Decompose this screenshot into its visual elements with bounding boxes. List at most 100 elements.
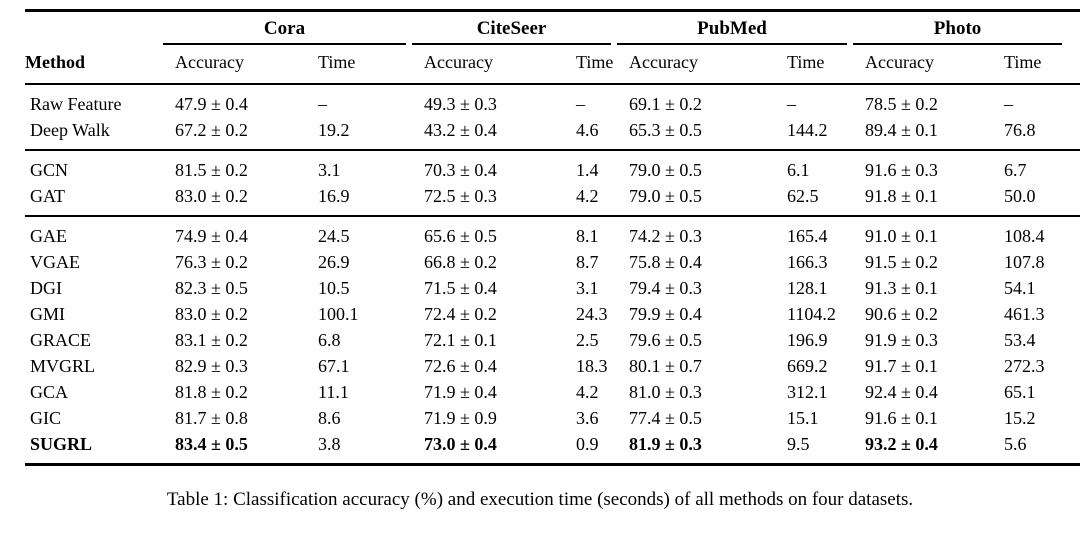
dataset-name: CiteSeer <box>476 18 547 39</box>
accuracy-cell: 91.6 ± 0.3 <box>865 159 938 180</box>
time-cell: 67.1 <box>318 355 350 376</box>
method-cell: Deep Walk <box>30 119 110 140</box>
accuracy-cell: 81.8 ± 0.2 <box>175 381 248 402</box>
time-cell: 196.9 <box>787 329 828 350</box>
dataset-name: PubMed <box>697 18 767 39</box>
accuracy-cell: 91.0 ± 0.1 <box>865 225 938 246</box>
table-row: SUGRL 83.4 ± 0.5 3.8 73.0 ± 0.4 0.9 81.9 ± 0.… <box>25 431 1080 465</box>
time-cell: 2.5 <box>576 329 599 350</box>
accuracy-cell: 74.9 ± 0.4 <box>175 225 248 246</box>
method-cell: MVGRL <box>30 355 96 376</box>
accuracy-cell: 47.9 ± 0.4 <box>175 93 248 114</box>
accuracy-cell: 91.5 ± 0.2 <box>865 251 938 272</box>
accuracy-cell: 71.9 ± 0.4 <box>424 381 497 402</box>
dataset-name: Photo <box>933 18 982 39</box>
time-cell: 128.1 <box>787 277 828 298</box>
accuracy-cell: 49.3 ± 0.3 <box>424 93 497 114</box>
paper-table-figure: Cora CiteSeer PubMed Photo Method Accura… <box>25 9 1080 510</box>
accuracy-cell: 65.3 ± 0.5 <box>629 119 702 140</box>
time-cell: – <box>318 93 327 114</box>
accuracy-cell: 83.1 ± 0.2 <box>175 329 248 350</box>
method-cell: GCN <box>30 159 69 180</box>
time-cell: 15.2 <box>1004 407 1036 428</box>
accuracy-cell: 79.0 ± 0.5 <box>629 185 702 206</box>
accuracy-cell: 91.7 ± 0.1 <box>865 355 938 376</box>
table-row: GCA 81.8 ± 0.2 11.1 71.9 ± 0.4 4.2 81.0 ± 0.3… <box>25 379 1080 405</box>
accuracy-cell: 91.6 ± 0.1 <box>865 407 938 428</box>
time-column-header: Time <box>787 45 866 85</box>
method-cell: GIC <box>30 407 61 428</box>
time-cell: 100.1 <box>318 303 359 324</box>
time-cell: 16.9 <box>318 185 350 206</box>
time-cell: 11.1 <box>318 381 349 402</box>
time-cell: 0.9 <box>576 433 599 454</box>
unsupervised-block: GAE 74.9 ± 0.4 24.5 65.6 ± 0.5 8.1 74.2 ± 0.3… <box>25 216 1080 465</box>
pubmed-group-rule: PubMed <box>617 18 848 45</box>
method-cell: DGI <box>30 277 62 298</box>
time-cell: 9.5 <box>787 433 810 454</box>
accuracy-column-header: Accuracy <box>424 45 576 85</box>
accuracy-cell: 75.8 ± 0.4 <box>629 251 702 272</box>
supervised-block: GCN 81.5 ± 0.2 3.1 70.3 ± 0.4 1.4 79.0 ± 0.5 6… <box>25 150 1080 216</box>
accuracy-cell: 92.4 ± 0.4 <box>865 381 938 402</box>
time-cell: 26.9 <box>318 251 350 272</box>
accuracy-cell: 90.6 ± 0.2 <box>865 303 938 324</box>
accuracy-cell: 78.5 ± 0.2 <box>865 93 938 114</box>
dataset-header-pubmed: PubMed <box>617 11 865 45</box>
table-row: GMI 83.0 ± 0.2 100.1 72.4 ± 0.2 24.3 79.9 ± 0… <box>25 301 1080 327</box>
time-cell: 4.2 <box>576 185 599 206</box>
accuracy-cell: 83.0 ± 0.2 <box>175 303 248 324</box>
accuracy-column-header: Accuracy <box>175 45 318 85</box>
baseline-block: Raw Feature 47.9 ± 0.4 – 49.3 ± 0.3 – 69.1 ± … <box>25 84 1080 150</box>
time-cell: 669.2 <box>787 355 828 376</box>
accuracy-cell: 83.4 ± 0.5 <box>175 433 248 454</box>
time-cell: 53.4 <box>1004 329 1036 350</box>
accuracy-cell: 73.0 ± 0.4 <box>424 433 497 454</box>
time-cell: 272.3 <box>1004 355 1045 376</box>
accuracy-cell: 89.4 ± 0.1 <box>865 119 938 140</box>
time-cell: – <box>1004 93 1014 114</box>
time-cell: 461.3 <box>1004 303 1045 324</box>
accuracy-cell: 77.4 ± 0.5 <box>629 407 702 428</box>
accuracy-cell: 71.9 ± 0.9 <box>424 407 497 428</box>
accuracy-cell: 67.2 ± 0.2 <box>175 119 248 140</box>
table-row: MVGRL 82.9 ± 0.3 67.1 72.6 ± 0.4 18.3 80.1 ± … <box>25 353 1080 379</box>
corner-blank-cell <box>25 11 175 46</box>
time-column-header: Time <box>576 45 630 85</box>
table-row: GCN 81.5 ± 0.2 3.1 70.3 ± 0.4 1.4 79.0 ± 0.5 6… <box>25 150 1080 183</box>
accuracy-cell: 79.6 ± 0.5 <box>629 329 702 350</box>
accuracy-cell: 72.6 ± 0.4 <box>424 355 497 376</box>
dataset-name: Cora <box>263 18 306 39</box>
table-row: VGAE 76.3 ± 0.2 26.9 66.8 ± 0.2 8.7 75.8 ± 0.… <box>25 249 1080 275</box>
accuracy-column-header: Accuracy <box>865 45 1005 85</box>
time-cell: – <box>787 93 797 114</box>
accuracy-cell: 93.2 ± 0.4 <box>865 433 938 454</box>
cora-group-rule: Cora <box>163 18 406 45</box>
accuracy-cell: 72.1 ± 0.1 <box>424 329 497 350</box>
table-caption: Table 1: Classification accuracy (%) and… <box>166 489 914 510</box>
dataset-header-photo: Photo <box>853 11 1080 45</box>
accuracy-cell: 82.9 ± 0.3 <box>175 355 248 376</box>
accuracy-cell: 43.2 ± 0.4 <box>424 119 497 140</box>
dataset-header-row: Cora CiteSeer PubMed Photo <box>25 11 1080 46</box>
time-cell: 166.3 <box>787 251 828 272</box>
time-cell: 19.2 <box>318 119 350 140</box>
time-cell: 24.5 <box>318 225 350 246</box>
time-cell: 3.8 <box>318 433 341 454</box>
time-cell: 76.8 <box>1004 119 1036 140</box>
time-cell: 8.6 <box>318 407 341 428</box>
table-row: GRACE 83.1 ± 0.2 6.8 72.1 ± 0.1 2.5 79.6 ± 0.… <box>25 327 1080 353</box>
time-cell: 54.1 <box>1004 277 1036 298</box>
method-cell: Raw Feature <box>30 93 122 114</box>
time-cell: 3.1 <box>318 159 341 180</box>
accuracy-cell: 76.3 ± 0.2 <box>175 251 248 272</box>
time-cell: 6.8 <box>318 329 341 350</box>
method-column-header: Method <box>25 45 175 85</box>
time-cell: 8.7 <box>576 251 599 272</box>
time-cell: 24.3 <box>576 303 608 324</box>
accuracy-cell: 91.3 ± 0.1 <box>865 277 938 298</box>
table-row: GAT 83.0 ± 0.2 16.9 72.5 ± 0.3 4.2 79.0 ± 0.5… <box>25 183 1080 216</box>
time-cell: 107.8 <box>1004 251 1045 272</box>
results-table: Cora CiteSeer PubMed Photo Method Accura… <box>25 9 1080 466</box>
accuracy-cell: 69.1 ± 0.2 <box>629 93 702 114</box>
